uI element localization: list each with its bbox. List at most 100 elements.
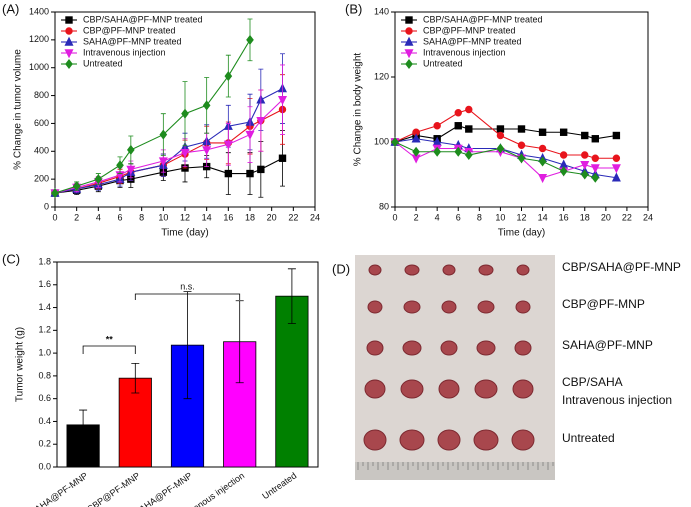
tumor (367, 300, 383, 314)
marker (538, 144, 547, 153)
x-tick-label: 10 (158, 212, 168, 222)
marker (612, 154, 621, 162)
marker (64, 36, 74, 46)
x-axis-label: Time (day) (498, 228, 545, 239)
y-tick-label: 100 (374, 136, 389, 146)
tumor (478, 264, 494, 276)
annotation: ** (106, 334, 114, 344)
legend-label: CBP@PF-MNP treated (83, 25, 176, 35)
error-bar (183, 291, 192, 400)
bracket (82, 345, 136, 354)
marker (223, 140, 233, 150)
marker (405, 16, 413, 24)
marker (94, 174, 103, 185)
x-tick-label: 22 (622, 212, 632, 222)
marker (65, 27, 73, 35)
panel-label: (A) (2, 1, 19, 16)
x-axis-label: Time (day) (161, 228, 208, 239)
x-tick-label: 8 (477, 212, 482, 222)
marker (559, 128, 568, 136)
marker (257, 165, 265, 174)
x-tick-label: 24 (310, 212, 320, 222)
legend-label: CBP/SAHA@PF-MNP treated (423, 14, 543, 24)
marker (64, 49, 74, 59)
x-tick-label: SAHA@PF-MNP (132, 470, 194, 507)
marker (581, 131, 589, 140)
row-label: Untreated (562, 431, 615, 445)
y-tick-label: 0.0 (38, 461, 51, 471)
marker (181, 108, 189, 119)
x-tick-label: 20 (267, 212, 277, 222)
x-tick-label: 12 (516, 212, 526, 222)
tumor (402, 340, 422, 356)
legend-label: Intravenous injection (423, 47, 506, 57)
legend-label: Untreated (423, 58, 463, 68)
x-tick-label: Untreated (260, 470, 298, 501)
legend-label: SAHA@PF-MNP treated (423, 36, 522, 46)
tumor (363, 429, 387, 451)
marker (559, 151, 568, 159)
row-label: SAHA@PF-MNP (562, 338, 653, 352)
tumor (366, 340, 384, 356)
marker (404, 49, 414, 59)
marker (224, 169, 233, 178)
marker (590, 164, 600, 174)
tumor (368, 264, 382, 276)
marker (611, 164, 621, 174)
x-tick-label: 12 (180, 212, 190, 222)
tumor (511, 429, 535, 451)
tumor (442, 264, 456, 276)
y-tick-label: 120 (374, 71, 389, 81)
marker (277, 96, 288, 106)
bracket (134, 293, 241, 300)
y-tick-label: 1.6 (38, 279, 51, 289)
y-tick-label: 200 (34, 174, 49, 184)
marker (612, 131, 621, 140)
marker (464, 149, 473, 161)
marker (245, 130, 255, 140)
marker (404, 36, 414, 46)
marker (159, 129, 168, 140)
marker (581, 151, 589, 159)
marker (465, 125, 473, 133)
y-tick-label: 0 (44, 201, 49, 211)
marker (611, 172, 621, 182)
tumor (516, 264, 530, 276)
legend-label: SAHA@PF-MNP treated (83, 36, 182, 46)
y-tick-label: 1000 (29, 62, 49, 72)
y-tick-label: 1.4 (38, 302, 51, 312)
marker (412, 146, 420, 157)
annotation: n.s. (180, 281, 195, 291)
row-label: CBP@PF-MNP (562, 297, 645, 311)
marker (580, 161, 590, 171)
x-tick-label: 10 (495, 212, 505, 222)
y-tick-label: 800 (34, 90, 49, 100)
tumor (477, 300, 495, 314)
marker (246, 169, 254, 178)
marker (538, 156, 547, 167)
marker (517, 125, 526, 133)
marker (51, 188, 59, 199)
x-tick-label: 16 (223, 212, 233, 222)
tumor (399, 429, 425, 451)
legend-label: Intravenous injection (83, 47, 166, 57)
x-tick-label: 6 (456, 212, 461, 222)
y-tick-label: 1.2 (38, 325, 51, 335)
marker (202, 146, 212, 156)
y-tick-label: 140 (374, 6, 389, 16)
marker (202, 100, 211, 111)
y-tick-label: 0.2 (38, 439, 51, 449)
bar (275, 295, 309, 468)
x-tick-label: 22 (288, 212, 298, 222)
tumor (512, 379, 534, 399)
marker (496, 131, 505, 140)
marker (65, 16, 73, 24)
row-label: Intravenous injection (562, 393, 672, 407)
x-tick-label: 4 (435, 212, 440, 222)
marker (180, 148, 190, 158)
marker (517, 141, 526, 149)
marker (454, 122, 462, 130)
y-tick-label: 1.8 (38, 256, 51, 266)
marker (517, 153, 526, 164)
error-bar (287, 268, 296, 324)
